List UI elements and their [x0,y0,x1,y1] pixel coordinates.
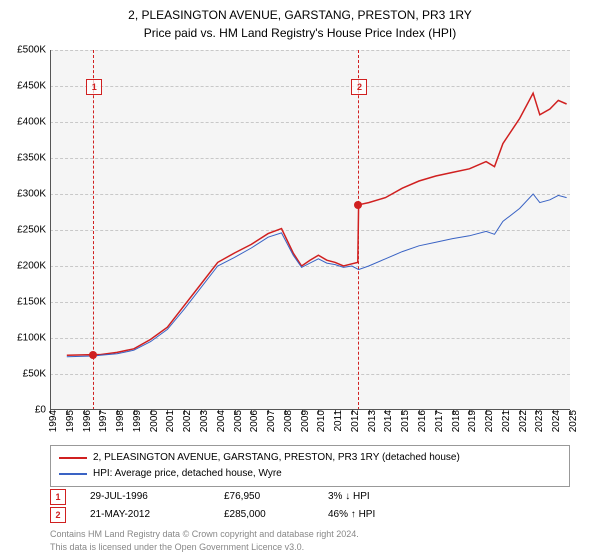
y-tick-label: £500K [17,45,50,56]
y-tick-label: £400K [17,117,50,128]
x-tick-label: 2014 [381,410,394,432]
footer-line1: Contains HM Land Registry data © Crown c… [50,528,359,541]
x-tick-label: 2017 [432,410,445,432]
x-tick-label: 2023 [532,410,545,432]
x-tick-label: 1999 [130,410,143,432]
legend-label-hpi: HPI: Average price, detached house, Wyre [93,466,282,482]
title-address: 2, PLEASINGTON AVENUE, GARSTANG, PRESTON… [0,6,600,24]
y-tick-label: £100K [17,333,50,344]
sale-marker: 2 [50,507,66,523]
line-series [50,50,570,410]
series-hpi [67,194,567,357]
sales-row: 1 29-JUL-1996 £76,950 3% ↓ HPI [50,488,418,506]
x-tick-label: 2007 [264,410,277,432]
sale-price: £285,000 [224,506,304,524]
x-tick-label: 2006 [247,410,260,432]
legend-label-property: 2, PLEASINGTON AVENUE, GARSTANG, PRESTON… [93,450,460,466]
x-tick-label: 2008 [281,410,294,432]
y-tick-label: £250K [17,225,50,236]
sale-delta: 3% ↓ HPI [328,488,418,506]
x-tick-label: 2016 [415,410,428,432]
title-block: 2, PLEASINGTON AVENUE, GARSTANG, PRESTON… [0,0,600,42]
x-tick-label: 2022 [516,410,529,432]
x-tick-label: 2002 [180,410,193,432]
sale-price: £76,950 [224,488,304,506]
chart-area: 12 £0£50K£100K£150K£200K£250K£300K£350K£… [50,50,570,410]
title-subtitle: Price paid vs. HM Land Registry's House … [0,24,600,42]
sales-row: 2 21-MAY-2012 £285,000 46% ↑ HPI [50,506,418,524]
legend-swatch-property [59,457,87,459]
x-tick-label: 2005 [231,410,244,432]
event-marker: 1 [86,79,102,95]
sale-date: 29-JUL-1996 [90,488,200,506]
sale-dot [354,201,362,209]
sale-marker: 1 [50,489,66,505]
sales-table: 1 29-JUL-1996 £76,950 3% ↓ HPI 2 21-MAY-2012 £… [50,488,418,524]
x-tick-label: 2000 [147,410,160,432]
x-tick-label: 2003 [197,410,210,432]
x-tick-label: 1997 [96,410,109,432]
y-tick-label: £200K [17,261,50,272]
x-tick-label: 2013 [365,410,378,432]
x-tick-label: 1995 [63,410,76,432]
y-tick-label: £150K [17,297,50,308]
sale-delta: 46% ↑ HPI [328,506,418,524]
x-tick-label: 2024 [549,410,562,432]
x-tick-label: 2020 [482,410,495,432]
x-tick-label: 1996 [80,410,93,432]
x-tick-label: 2004 [214,410,227,432]
legend: 2, PLEASINGTON AVENUE, GARSTANG, PRESTON… [50,445,570,487]
y-tick-label: £350K [17,153,50,164]
x-tick-label: 2010 [314,410,327,432]
sale-dot [89,351,97,359]
x-tick-label: 2011 [331,410,344,432]
x-tick-label: 1994 [46,410,59,432]
legend-row-property: 2, PLEASINGTON AVENUE, GARSTANG, PRESTON… [59,450,561,466]
footer: Contains HM Land Registry data © Crown c… [50,528,359,553]
y-tick-label: £450K [17,81,50,92]
legend-swatch-hpi [59,473,87,475]
x-tick-label: 2018 [449,410,462,432]
x-tick-label: 2025 [566,410,579,432]
x-tick-label: 2019 [465,410,478,432]
event-marker: 2 [351,79,367,95]
chart-container: 2, PLEASINGTON AVENUE, GARSTANG, PRESTON… [0,0,600,560]
x-tick-label: 2009 [298,410,311,432]
x-tick-label: 2001 [163,410,176,432]
footer-line2: This data is licensed under the Open Gov… [50,541,359,554]
y-tick-label: £50K [23,369,50,380]
series-property [67,93,567,355]
legend-row-hpi: HPI: Average price, detached house, Wyre [59,466,561,482]
x-tick-label: 2015 [398,410,411,432]
x-tick-label: 2012 [348,410,361,432]
x-tick-label: 2021 [499,410,512,432]
y-tick-label: £300K [17,189,50,200]
sale-date: 21-MAY-2012 [90,506,200,524]
x-tick-label: 1998 [113,410,126,432]
